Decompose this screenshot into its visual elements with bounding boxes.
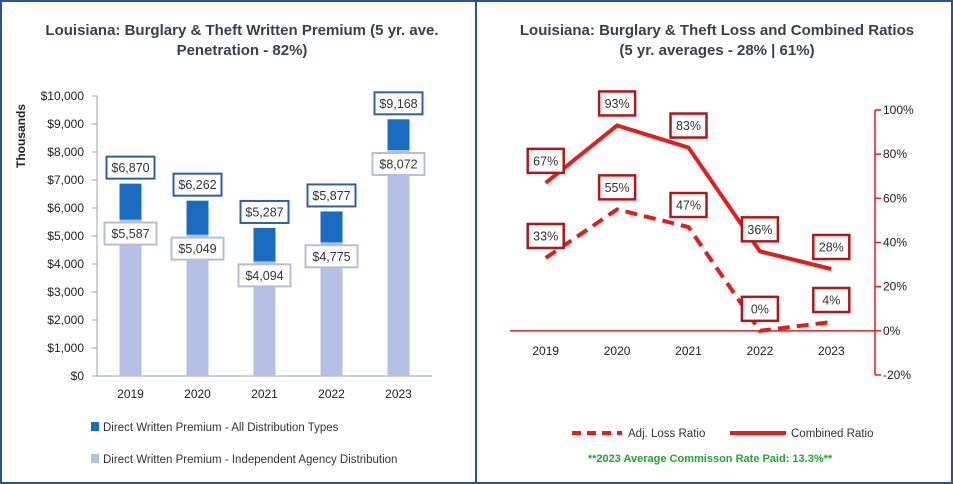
data-label-independent: $4,775	[312, 250, 350, 264]
legend-swatch-independent	[91, 454, 99, 463]
bar-independent-agency	[186, 234, 209, 376]
data-label-combined: 67%	[533, 154, 558, 168]
premium-bar-chart: $0 $1,000 $2,000 $3,000 $4,000 $5,000 $6,000 $7…	[14, 89, 432, 466]
right-y-tick-label: 20%	[883, 280, 907, 294]
data-label-combined-box	[740, 216, 780, 243]
data-label-combined-box	[669, 112, 708, 139]
legend-label-loss: Adj. Loss Ratio	[628, 428, 705, 440]
data-label-loss-box	[526, 222, 565, 250]
bar-independent-agency	[119, 219, 142, 376]
line-combined-ratio	[544, 123, 832, 271]
data-label-independent-box	[237, 263, 292, 288]
data-label-combined: 93%	[605, 97, 630, 111]
data-label-independent-box	[103, 221, 158, 246]
data-label-loss-box	[669, 191, 708, 219]
bar-independent-agency	[320, 242, 343, 376]
legend-swatch-all	[91, 422, 99, 431]
data-label-all: $6,262	[178, 178, 216, 192]
data-label-independent: $5,587	[111, 227, 149, 241]
data-label-combined-box	[812, 233, 851, 261]
data-label-combined: 83%	[676, 119, 701, 133]
right-y-tick-label: 60%	[883, 191, 907, 205]
y-tick-label: $7,000	[47, 173, 84, 187]
data-label-all-box	[172, 172, 223, 197]
data-label-all-box	[105, 155, 156, 180]
x-tick-label: 2021	[675, 344, 702, 358]
line-adj-loss-ratio	[544, 207, 832, 333]
data-label-loss: 33%	[533, 229, 558, 243]
y-tick-label: $3,000	[47, 285, 84, 299]
x-tick-label: 2022	[318, 387, 345, 401]
data-label-all-box	[239, 199, 290, 224]
data-label-all: $5,877	[312, 189, 350, 203]
data-label-loss: 0%	[751, 302, 769, 316]
data-label-loss: 55%	[605, 181, 630, 195]
data-label-loss-box	[812, 286, 851, 314]
x-tick-label: 2021	[251, 387, 278, 401]
x-tick-label: 2019	[532, 344, 559, 358]
y-tick-label: $5,000	[47, 229, 84, 243]
y-tick-label: $9,000	[47, 117, 84, 131]
x-tick-label: 2020	[604, 344, 631, 358]
data-label-independent-box	[371, 151, 426, 176]
x-tick-label: 2023	[385, 387, 412, 401]
y-tick-label: $10,000	[41, 89, 85, 103]
ratio-chart-panel: Louisiana: Burglary & Theft Loss and Com…	[475, 0, 953, 484]
premium-chart-title: Louisiana: Burglary & Theft Written Prem…	[45, 22, 439, 59]
y-tick-label: $8,000	[47, 145, 84, 159]
data-label-combined-box	[597, 90, 637, 117]
data-label-independent: $5,049	[178, 242, 216, 256]
data-label-loss-box	[597, 174, 637, 201]
legend-label-all: Direct Written Premium - All Distributio…	[103, 422, 339, 434]
data-label-independent: $4,094	[245, 269, 283, 283]
y-axis-title: Thousands	[14, 104, 28, 168]
y-tick-label: $0	[71, 369, 85, 383]
x-tick-label: 2022	[747, 344, 774, 358]
legend-label-independent: Direct Written Premium - Independent Age…	[103, 454, 397, 466]
data-label-independent-box	[170, 236, 225, 261]
commission-note: **2023 Average Commisson Rate Paid: 13.3…	[588, 453, 833, 465]
data-label-loss: 4%	[822, 294, 840, 308]
legend-label-combined: Combined Ratio	[791, 428, 873, 440]
y-tick-label: $6,000	[47, 201, 84, 215]
y-tick-label: $1,000	[47, 341, 84, 355]
y-tick-label: $4,000	[47, 257, 84, 271]
x-tick-label: 2020	[184, 387, 211, 401]
data-label-combined: 36%	[747, 223, 772, 237]
right-y-tick-label: 40%	[883, 236, 907, 250]
data-label-loss-box	[740, 295, 780, 323]
data-label-all: $6,870	[111, 161, 149, 175]
data-label-loss: 47%	[676, 199, 701, 213]
right-y-tick-label: 80%	[883, 147, 907, 161]
data-label-combined: 28%	[819, 241, 844, 255]
data-label-all-box	[306, 183, 357, 208]
y-tick-label: $2,000	[47, 313, 84, 327]
data-label-all: $9,168	[379, 97, 417, 111]
ratio-chart-title: Louisiana: Burglary & Theft Loss and Com…	[519, 22, 915, 59]
right-y-tick-label: 0%	[883, 324, 901, 338]
data-label-all-box	[373, 91, 424, 116]
data-label-independent: $8,072	[379, 157, 417, 171]
x-tick-label: 2023	[818, 344, 845, 358]
data-label-all: $5,287	[245, 205, 283, 219]
right-y-tick-label: -20%	[883, 368, 911, 382]
bar-independent-agency	[387, 149, 410, 376]
right-y-tick-label: 100%	[883, 103, 914, 117]
x-tick-label: 2019	[117, 387, 144, 401]
bar-independent-agency	[253, 261, 276, 376]
data-label-independent-box	[304, 244, 359, 269]
data-label-combined-box	[526, 147, 565, 175]
